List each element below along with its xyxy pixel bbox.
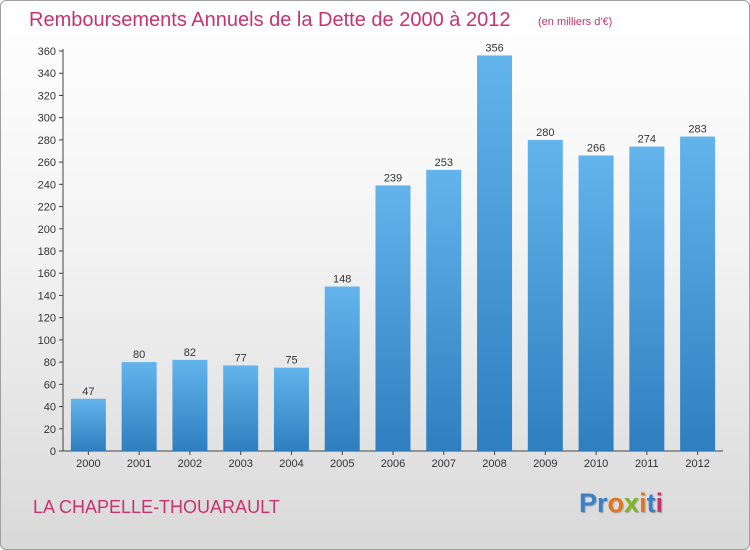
logo-letter: t	[646, 488, 656, 518]
y-tick-label: 160	[38, 268, 56, 280]
y-tick-label: 240	[38, 179, 56, 191]
x-tick-label: 2002	[178, 458, 202, 470]
y-tick-label: 120	[38, 313, 56, 325]
data-label: 47	[82, 386, 94, 398]
y-tick-label: 180	[38, 246, 56, 258]
y-tick-label: 200	[38, 224, 56, 236]
y-tick-label: 360	[38, 46, 56, 58]
data-label: 77	[235, 352, 247, 364]
x-tick-label: 2009	[533, 458, 557, 470]
bar	[273, 367, 309, 451]
data-label: 239	[384, 172, 402, 184]
y-tick-label: 220	[38, 202, 56, 214]
x-tick-label: 2007	[432, 458, 456, 470]
y-tick-label: 140	[38, 290, 56, 302]
x-tick-label: 2011	[635, 458, 659, 470]
x-tick-label: 2010	[584, 458, 608, 470]
y-tick-label: 80	[44, 357, 56, 369]
logo-letter: r	[597, 488, 608, 518]
x-tick-label: 2000	[76, 458, 100, 470]
logo-letter: x	[624, 488, 640, 518]
bar	[172, 359, 208, 451]
data-label: 80	[133, 349, 145, 361]
logo-letter: o	[607, 488, 625, 518]
data-label: 253	[435, 157, 453, 169]
x-tick-label: 2003	[228, 458, 252, 470]
y-tick-label: 60	[44, 379, 56, 391]
bar	[578, 155, 614, 451]
data-label: 280	[536, 127, 554, 139]
chart-title: Remboursements Annuels de la Dette de 20…	[29, 9, 511, 31]
x-tick-label: 2004	[279, 458, 303, 470]
logo-letter: i	[655, 488, 664, 518]
commune-name: LA CHAPELLE-THOUARAULT	[33, 497, 280, 517]
bar	[629, 146, 665, 452]
bar	[527, 139, 563, 451]
proxiti-logo: Proxiti	[579, 488, 663, 519]
bar	[121, 362, 157, 451]
data-label: 283	[688, 124, 706, 136]
bar	[426, 169, 462, 451]
x-tick-label: 2008	[482, 458, 506, 470]
y-tick-label: 320	[38, 90, 56, 102]
data-label: 356	[485, 42, 503, 54]
bar	[680, 136, 716, 452]
x-tick-label: 2012	[685, 458, 709, 470]
logo-letter: i	[639, 488, 647, 518]
x-tick-label: 2005	[330, 458, 354, 470]
bar	[223, 365, 259, 451]
y-tick-label: 20	[44, 424, 56, 436]
data-label: 82	[184, 347, 196, 359]
x-tick-label: 2001	[127, 458, 151, 470]
logo-letter: P	[579, 488, 598, 518]
y-tick-label: 0	[50, 446, 56, 458]
y-tick-label: 300	[38, 113, 56, 125]
chart-subtitle: (en milliers d'€)	[538, 16, 613, 28]
y-tick-label: 40	[44, 402, 56, 414]
x-tick-label: 2006	[381, 458, 405, 470]
bar	[324, 286, 360, 451]
data-label: 274	[638, 134, 656, 146]
data-label: 266	[587, 142, 605, 154]
bar	[477, 55, 513, 451]
bar	[375, 185, 411, 451]
bar	[70, 398, 106, 451]
y-tick-label: 260	[38, 157, 56, 169]
y-tick-label: 340	[38, 68, 56, 80]
data-label: 75	[285, 355, 297, 367]
y-tick-label: 100	[38, 335, 56, 347]
data-label: 148	[333, 274, 351, 286]
y-tick-label: 280	[38, 135, 56, 147]
